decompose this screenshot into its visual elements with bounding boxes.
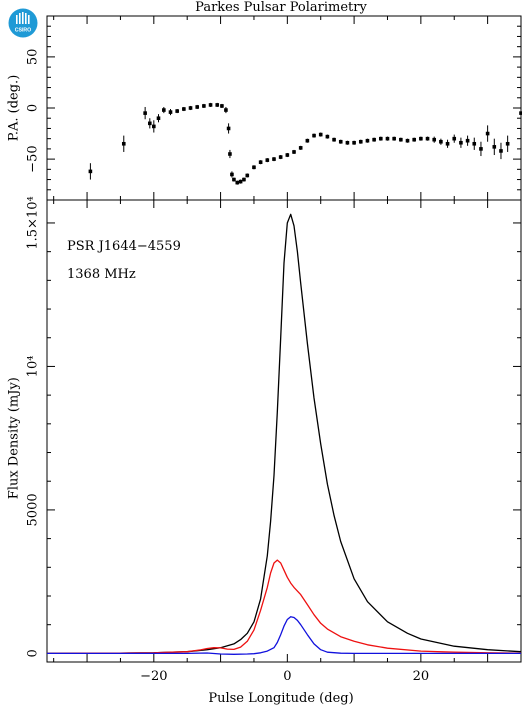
pa-point: [245, 173, 250, 178]
pa-point: [519, 111, 522, 115]
pa-point: [298, 146, 303, 150]
pa-point: [232, 177, 236, 182]
pa-point: [88, 169, 93, 174]
pa-point: [479, 147, 483, 151]
pa-point: [352, 140, 356, 145]
pa-point: [208, 103, 213, 107]
pa-point: [365, 138, 370, 143]
pa-point: [485, 131, 490, 136]
pa-point: [505, 141, 510, 146]
profile-y-tick-label: 1.5×10⁴: [26, 196, 41, 249]
pa-y-tick-label: 50: [26, 49, 41, 66]
profile-panel: −20 0 20 0 5000 10⁴ 1.5×10⁴ PSR J1644−4559 136…: [7, 196, 522, 706]
pa-point: [242, 177, 246, 182]
profile-panel-frame: [46, 199, 522, 663]
pa-point: [168, 110, 173, 114]
pa-points: [88, 102, 522, 185]
pa-point: [419, 136, 423, 141]
pa-point: [452, 136, 457, 141]
pa-point: [372, 137, 376, 142]
profile-y-tick-label: 10⁴: [26, 356, 41, 378]
pa-point: [220, 104, 224, 108]
csiro-logo-text: CSIRO: [15, 28, 31, 34]
pa-point: [445, 141, 450, 146]
pa-point: [143, 111, 147, 115]
pa-panel: −50 0 50 P.A. (deg.): [7, 15, 522, 201]
pa-point: [156, 116, 161, 121]
pa-axis-label: P.A. (deg.): [7, 75, 22, 142]
csiro-logo: CSIRO: [8, 8, 38, 38]
pa-point: [338, 139, 343, 144]
pa-point: [472, 141, 477, 146]
profile-y-tick-label: 0: [26, 649, 41, 657]
profile-x-tick-label: 20: [413, 669, 430, 684]
pa-point: [148, 121, 152, 126]
pa-point: [432, 137, 437, 142]
pa-point: [285, 153, 290, 157]
flux-axis-label: Flux Density (mJy): [7, 377, 22, 499]
pa-point: [226, 126, 231, 131]
longitude-axis-label: Pulse Longitude (deg): [208, 691, 353, 706]
profile-ticks: −20 0 20 0 5000 10⁴ 1.5×10⁴: [26, 196, 522, 684]
pa-point: [492, 145, 497, 149]
pa-point: [175, 109, 179, 113]
profile-y-tick-label: 5000: [26, 493, 41, 526]
pa-point: [465, 138, 470, 143]
pa-point: [278, 155, 283, 159]
profile-x-tick-label: 0: [283, 669, 291, 684]
pa-point: [358, 139, 363, 144]
pa-point: [272, 157, 276, 161]
pa-y-tick-label: −50: [26, 145, 41, 172]
pa-point: [312, 133, 316, 138]
figure-title: Parkes Pulsar Polarimetry: [195, 0, 367, 15]
pa-point: [215, 103, 220, 107]
pa-point: [332, 137, 336, 142]
observing-frequency: 1368 MHz: [67, 267, 136, 282]
pa-point: [121, 141, 126, 146]
pa-panel-frame: [46, 15, 522, 201]
pa-point: [459, 140, 463, 145]
pa-point: [235, 180, 240, 185]
profile-x-tick-label: −20: [140, 669, 167, 684]
pa-point: [258, 160, 263, 164]
pa-point: [318, 132, 323, 137]
pa-point: [325, 134, 330, 139]
pa-y-tick-label: 0: [26, 104, 41, 112]
pa-point: [399, 137, 403, 142]
pa-point: [392, 136, 396, 141]
pa-point: [188, 106, 193, 110]
pa-point: [230, 172, 234, 177]
pa-point: [202, 104, 206, 108]
pa-point: [439, 139, 443, 144]
profile-lines: [46, 213, 522, 655]
pa-point: [412, 137, 416, 142]
pa-ticks: −50 0 50: [26, 15, 522, 201]
pa-point: [265, 158, 270, 162]
pa-point: [195, 105, 200, 109]
pa-point: [379, 136, 383, 141]
pa-point: [238, 179, 243, 184]
pa-point: [224, 108, 228, 112]
pa-point: [152, 124, 156, 129]
pa-point: [385, 136, 390, 141]
pa-point: [345, 140, 350, 145]
pa-point: [292, 150, 296, 154]
pa-point: [405, 138, 410, 143]
pa-point: [228, 152, 232, 156]
pa-point: [162, 108, 166, 112]
pa-point: [252, 165, 256, 170]
linear-polarization-line: [46, 559, 522, 655]
pulsar-name: PSR J1644−4559: [67, 239, 181, 254]
pa-point: [305, 138, 310, 143]
pa-point: [499, 149, 503, 153]
pa-point: [182, 107, 186, 111]
circular-polarization-line: [47, 616, 521, 655]
pa-point: [425, 136, 430, 141]
